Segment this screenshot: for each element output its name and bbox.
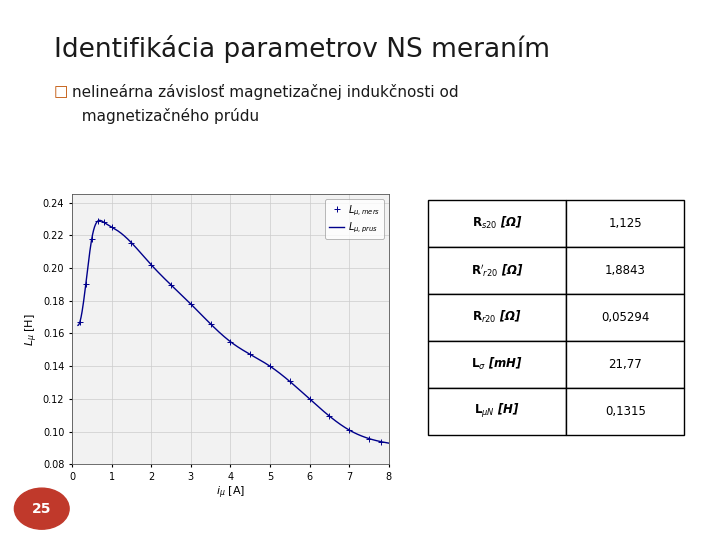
Text: 1,8843: 1,8843	[605, 264, 646, 277]
Bar	[428, 200, 567, 247]
X-axis label: $i_{\mu}$ [A]: $i_{\mu}$ [A]	[216, 485, 245, 501]
$L_{\mu,mers}$	[365, 435, 374, 442]
$L_{\mu,prus}$	[308, 399, 317, 405]
Text: $\mathbf{R}_{r20}$ [Ω]: $\mathbf{R}_{r20}$ [Ω]	[472, 309, 523, 325]
$L_{\mu,mers}$	[147, 261, 156, 268]
$L_{\mu,prus}$	[384, 440, 393, 447]
$L_{\mu,mers}$	[167, 282, 176, 288]
$L_{\mu,mers}$	[266, 363, 274, 369]
$L_{\mu,mers}$	[107, 224, 116, 230]
Line: $L_{\mu,prus}$: $L_{\mu,prus}$	[78, 220, 389, 443]
Text: $\mathbf{L}_{\sigma}$ [mH]: $\mathbf{L}_{\sigma}$ [mH]	[472, 356, 523, 372]
Bar	[567, 388, 684, 435]
Circle shape	[14, 488, 69, 529]
$L_{\mu,mers}$	[226, 339, 235, 345]
Text: □: □	[54, 84, 68, 99]
Text: 25: 25	[32, 502, 52, 516]
Bar	[567, 247, 684, 294]
$L_{\mu,prus}$	[96, 217, 104, 224]
$L_{\mu,mers}$	[305, 396, 314, 402]
$L_{\mu,prus}$	[129, 242, 138, 248]
$L_{\mu,prus}$	[154, 269, 163, 275]
$L_{\mu,mers}$	[206, 321, 215, 327]
$L_{\mu,prus}$	[257, 357, 266, 364]
$L_{\mu,mers}$	[325, 413, 334, 420]
Text: magnetizačného prúdu: magnetizačného prúdu	[72, 108, 259, 124]
Legend: $L_{\mu,mers}$, $L_{\mu,prus}$: $L_{\mu,mers}$, $L_{\mu,prus}$	[325, 199, 384, 239]
Text: 0,1315: 0,1315	[605, 404, 646, 418]
$L_{\mu,prus}$	[73, 322, 82, 328]
Bar	[428, 388, 567, 435]
Bar	[428, 247, 567, 294]
$L_{\mu,mers}$	[127, 239, 136, 246]
Bar	[567, 341, 684, 388]
$L_{\mu,prus}$	[215, 329, 223, 335]
Bar	[567, 200, 684, 247]
$L_{\mu,mers}$	[88, 235, 96, 242]
$L_{\mu,mers}$	[81, 280, 90, 287]
$L_{\mu,mers}$	[186, 301, 195, 307]
Y-axis label: $L_{\mu}$ [H]: $L_{\mu}$ [H]	[24, 313, 40, 346]
$L_{\mu,prus}$	[282, 375, 290, 382]
Line: $L_{\mu,mers}$: $L_{\mu,mers}$	[77, 218, 384, 444]
$L_{\mu,mers}$	[345, 427, 354, 433]
$L_{\mu,mers}$	[285, 378, 294, 384]
$L_{\mu,mers}$	[94, 218, 102, 224]
Bar	[428, 294, 567, 341]
Text: 0,05294: 0,05294	[601, 310, 649, 324]
Text: $\mathbf{L}_{\mu N}$ [H]: $\mathbf{L}_{\mu N}$ [H]	[474, 402, 521, 420]
Text: 21,77: 21,77	[608, 357, 642, 371]
$L_{\mu,mers}$	[377, 438, 385, 445]
Text: 1,125: 1,125	[608, 217, 642, 230]
Text: $\mathbf{R}'_{r20}$ [Ω]: $\mathbf{R}'_{r20}$ [Ω]	[471, 262, 524, 279]
$L_{\mu,mers}$	[99, 219, 108, 226]
Text: Identifikácia parametrov NS meraním: Identifikácia parametrov NS meraním	[54, 35, 550, 63]
Text: $\mathbf{R}_{s20}$ [Ω]: $\mathbf{R}_{s20}$ [Ω]	[472, 215, 523, 231]
$L_{\mu,mers}$	[76, 319, 84, 325]
Bar	[428, 341, 567, 388]
$L_{\mu,mers}$	[246, 351, 255, 357]
Bar	[567, 294, 684, 341]
Text: nelineárna závislosť magnetizačnej indukčnosti od: nelineárna závislosť magnetizačnej induk…	[72, 84, 459, 100]
